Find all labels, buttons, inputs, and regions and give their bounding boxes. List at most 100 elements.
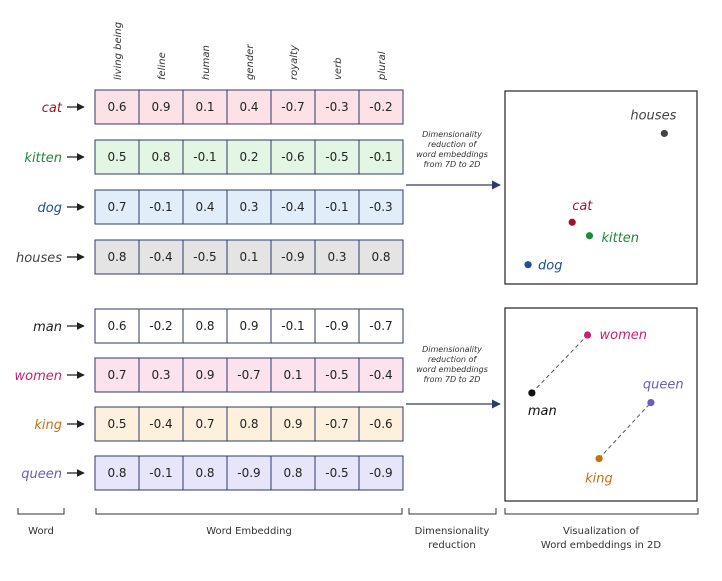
word-label-kitten: kitten <box>24 151 62 166</box>
embedding-cell <box>358 308 404 344</box>
embedding-value: -0.5 <box>325 150 348 164</box>
embedding-cell <box>138 89 184 125</box>
bracket-embedding <box>95 508 403 515</box>
embedding-value: -0.7 <box>281 100 304 114</box>
plot-2: women man queen king <box>504 307 698 502</box>
embedding-value: -0.1 <box>369 150 392 164</box>
bracket-word <box>17 508 65 515</box>
footer-brackets: Word Word Embedding Dimensionality reductio… <box>17 508 699 551</box>
reduction-note-line: word embeddings <box>416 150 488 159</box>
embedding-value: 0.6 <box>107 100 126 114</box>
embedding-row-dog: dog 0.7 -0.1 0.4 0.3 -0.4 -0.1 -0.3 <box>38 189 404 225</box>
embedding-value: 0.9 <box>195 368 214 382</box>
embedding-cell <box>94 406 140 442</box>
embedding-value: -0.1 <box>149 200 172 214</box>
word-label-king: king <box>34 418 62 433</box>
point-label-queen: queen <box>643 378 684 393</box>
embedding-value: -0.5 <box>325 368 348 382</box>
embedding-value: -0.5 <box>325 466 348 480</box>
embedding-value: -0.9 <box>281 250 304 264</box>
embedding-cell <box>226 139 272 175</box>
embedding-cell <box>358 406 404 442</box>
embedding-value: 0.5 <box>107 150 126 164</box>
reduction-note-line: word embeddings <box>416 365 488 374</box>
embedding-cell <box>226 455 272 491</box>
word-label-dog: dog <box>38 201 62 216</box>
point-women <box>583 331 592 339</box>
embedding-value: 0.2 <box>239 150 258 164</box>
footer-visualization-label: Visualization of <box>563 526 639 537</box>
embedding-cell <box>138 308 184 344</box>
embedding-value: 0.1 <box>195 100 214 114</box>
embedding-cell <box>358 357 404 393</box>
embedding-value: -0.2 <box>149 319 172 333</box>
point-houses <box>660 129 668 138</box>
embedding-cell <box>358 139 404 175</box>
embedding-value: 0.8 <box>371 250 390 264</box>
embedding-value: -0.1 <box>193 150 216 164</box>
embedding-row-kitten: kitten 0.5 0.8 -0.1 0.2 -0.6 -0.5 -0.1 <box>24 139 404 175</box>
point-king <box>595 454 603 463</box>
embedding-value: -0.4 <box>369 368 392 382</box>
embedding-cell <box>314 455 360 491</box>
embedding-value: -0.3 <box>325 100 348 114</box>
dimension-label-living-being: living being <box>113 22 124 80</box>
embedding-cell <box>226 189 272 225</box>
footer-reduction-label: Dimensionality <box>415 526 490 537</box>
relation-link-king-queen <box>598 402 652 459</box>
embedding-cell <box>138 139 184 175</box>
point-label-kitten: kitten <box>601 231 639 246</box>
embedding-value: 0.9 <box>151 100 170 114</box>
embedding-value: 0.9 <box>239 319 258 333</box>
embedding-cell <box>94 239 140 275</box>
embedding-cell <box>226 239 272 275</box>
word-label-cat: cat <box>42 101 63 116</box>
dimension-label-feline: feline <box>157 52 168 80</box>
embedding-value: -0.1 <box>325 200 348 214</box>
embedding-cell <box>226 308 272 344</box>
embedding-cell <box>182 239 228 275</box>
plot-frame <box>504 90 698 285</box>
embedding-value: 0.8 <box>195 466 214 480</box>
embedding-value: 0.3 <box>239 200 258 214</box>
embedding-cell <box>314 308 360 344</box>
dimension-label-plural: plural <box>377 51 388 81</box>
embedding-value: -0.2 <box>369 100 392 114</box>
embedding-cell <box>94 357 140 393</box>
word-label-man: man <box>33 320 62 335</box>
embedding-row-queen: queen 0.8 -0.1 0.8 -0.9 0.8 -0.5 -0.9 <box>21 455 404 491</box>
embedding-cell <box>358 239 404 275</box>
embedding-value: 0.3 <box>327 250 346 264</box>
embedding-row-cat: cat 0.6 0.9 0.1 0.4 -0.7 -0.3 -0.2 <box>42 89 404 125</box>
embedding-row-man: man 0.6 -0.2 0.8 0.9 -0.1 -0.9 -0.7 <box>33 308 404 344</box>
embedding-row-houses: houses 0.8 -0.4 -0.5 0.1 -0.9 0.3 0.8 <box>16 239 404 275</box>
footer-embedding-label: Word Embedding <box>206 526 292 537</box>
dimension-label-royalty: royalty <box>289 44 300 80</box>
embedding-cell <box>270 357 316 393</box>
embedding-value: 0.4 <box>239 100 258 114</box>
point-label-king: king <box>585 472 613 487</box>
point-label-cat: cat <box>572 199 593 214</box>
embedding-value: 0.7 <box>107 200 126 214</box>
point-kitten <box>585 232 594 240</box>
word-label-queen: queen <box>21 467 62 482</box>
point-man <box>528 389 536 397</box>
embedding-value: -0.4 <box>149 417 172 431</box>
bracket-visualization <box>504 508 699 515</box>
embedding-rows: cat 0.6 0.9 0.1 0.4 -0.7 -0.3 -0.2 kitten 0.5 0.8 -… <box>15 89 404 491</box>
word-label-houses: houses <box>16 251 62 266</box>
embedding-cell <box>270 239 316 275</box>
dimension-label-gender: gender <box>245 44 256 80</box>
embedding-value: 0.8 <box>195 319 214 333</box>
embedding-cell <box>182 406 228 442</box>
reduction-note-line: from 7D to 2D <box>424 160 481 169</box>
bracket-reduction <box>408 508 497 515</box>
embedding-value: -0.7 <box>325 417 348 431</box>
embedding-value: 0.8 <box>107 466 126 480</box>
reduction-note-line: reduction of <box>428 140 478 149</box>
embedding-row-women: women 0.7 0.3 0.9 -0.7 0.1 -0.5 -0.4 <box>15 357 404 393</box>
embedding-cell <box>138 189 184 225</box>
embedding-value: -0.6 <box>281 150 304 164</box>
plot-frame <box>504 307 698 502</box>
relation-link-man-women <box>531 334 588 394</box>
